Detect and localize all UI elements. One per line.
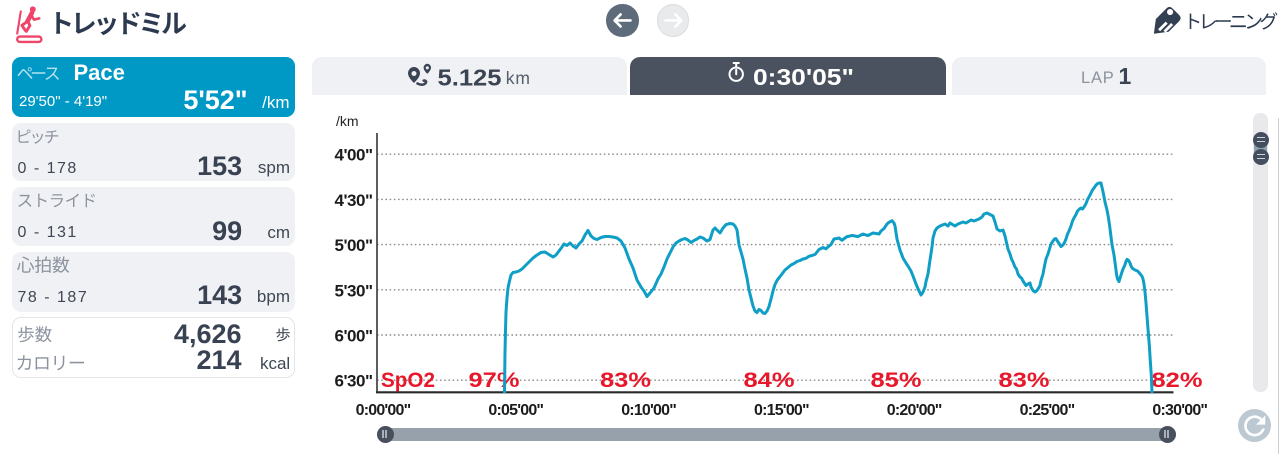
svg-text:/km: /km [336,113,359,129]
svg-text:5.125: 5.125 [438,65,502,91]
svg-text:82%: 82% [1152,369,1203,392]
svg-text:84%: 84% [744,369,795,392]
svg-text:0:15'00": 0:15'00" [754,402,809,419]
svg-text:0:25'00": 0:25'00" [1020,402,1075,419]
svg-text:SpO2: SpO2 [381,369,435,392]
svg-text:0:30'05": 0:30'05" [753,64,854,90]
svg-text:6'00": 6'00" [335,327,373,346]
svg-text:6'30": 6'30" [335,372,373,391]
svg-text:83%: 83% [999,369,1050,392]
svg-text:0:05'00": 0:05'00" [488,402,543,419]
svg-text:5'00": 5'00" [335,236,373,255]
svg-text:0:00'00": 0:00'00" [356,402,411,419]
svg-text:0:20'00": 0:20'00" [887,402,942,419]
svg-text:97%: 97% [469,369,520,392]
svg-text:0:10'00": 0:10'00" [621,402,676,419]
svg-text:85%: 85% [871,369,922,392]
svg-text:5'30": 5'30" [335,281,373,300]
svg-text:0:30'00": 0:30'00" [1152,402,1207,419]
svg-text:4'00": 4'00" [335,146,373,165]
svg-text:4'30": 4'30" [335,191,373,210]
svg-text:83%: 83% [600,369,651,392]
